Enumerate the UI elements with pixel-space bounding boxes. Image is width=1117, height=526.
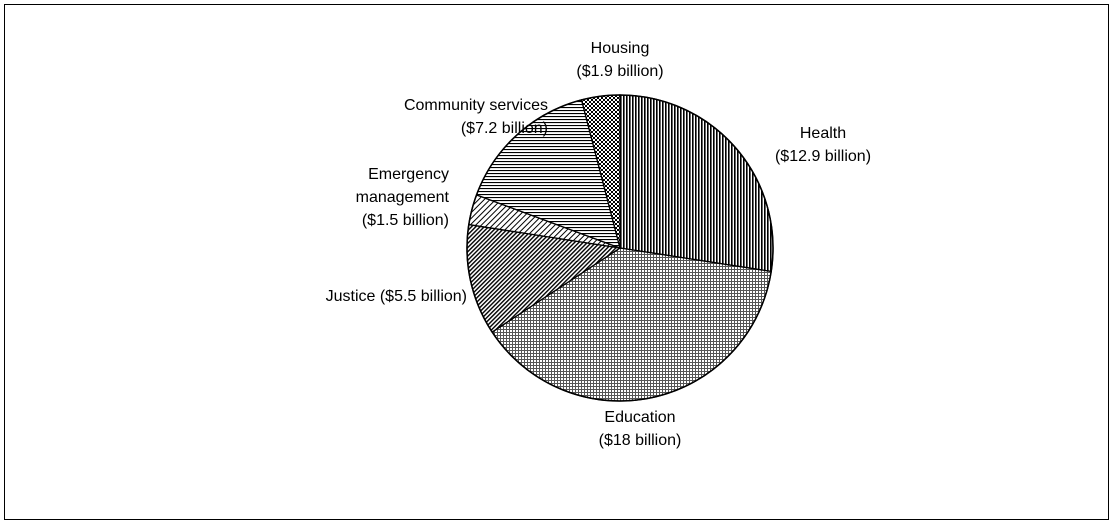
slice-label-line: Education <box>604 409 675 426</box>
slice-label-education: Education ($18 billion) <box>599 409 682 449</box>
slice-label-line: ($1.5 billion) <box>362 212 449 229</box>
slice-label-health: Health ($12.9 billion) <box>775 125 871 165</box>
slice-label-line: ($1.9 billion) <box>576 63 663 80</box>
pie-slice-health <box>619 94 774 273</box>
slice-label-line: ($12.9 billion) <box>775 148 871 165</box>
slice-label-community-services: Community services ($7.2 billion) <box>404 97 548 137</box>
pie-chart: Health ($12.9 billion) Education ($18 billi… <box>326 40 871 449</box>
slice-label-housing: Housing ($1.9 billion) <box>576 40 663 80</box>
slice-label-line: Housing <box>591 40 650 57</box>
slice-label-justice: Justice ($5.5 billion) <box>326 288 467 305</box>
slice-label-line: Justice ($5.5 billion) <box>326 288 467 305</box>
slice-label-line: Emergency <box>368 166 449 183</box>
slice-label-line: management <box>356 189 450 206</box>
pie-outline <box>466 94 774 402</box>
chart-frame: Health ($12.9 billion) Education ($18 billi… <box>4 4 1109 520</box>
slice-label-emergency-management: Emergency management ($1.5 billion) <box>356 166 450 229</box>
slice-label-line: Community services <box>404 97 548 114</box>
pie-slices <box>466 94 774 402</box>
slice-label-line: ($18 billion) <box>599 432 682 449</box>
slice-label-line: ($7.2 billion) <box>461 120 548 137</box>
pie-labels: Health ($12.9 billion) Education ($18 billi… <box>326 40 871 449</box>
slice-label-line: Health <box>800 125 846 142</box>
